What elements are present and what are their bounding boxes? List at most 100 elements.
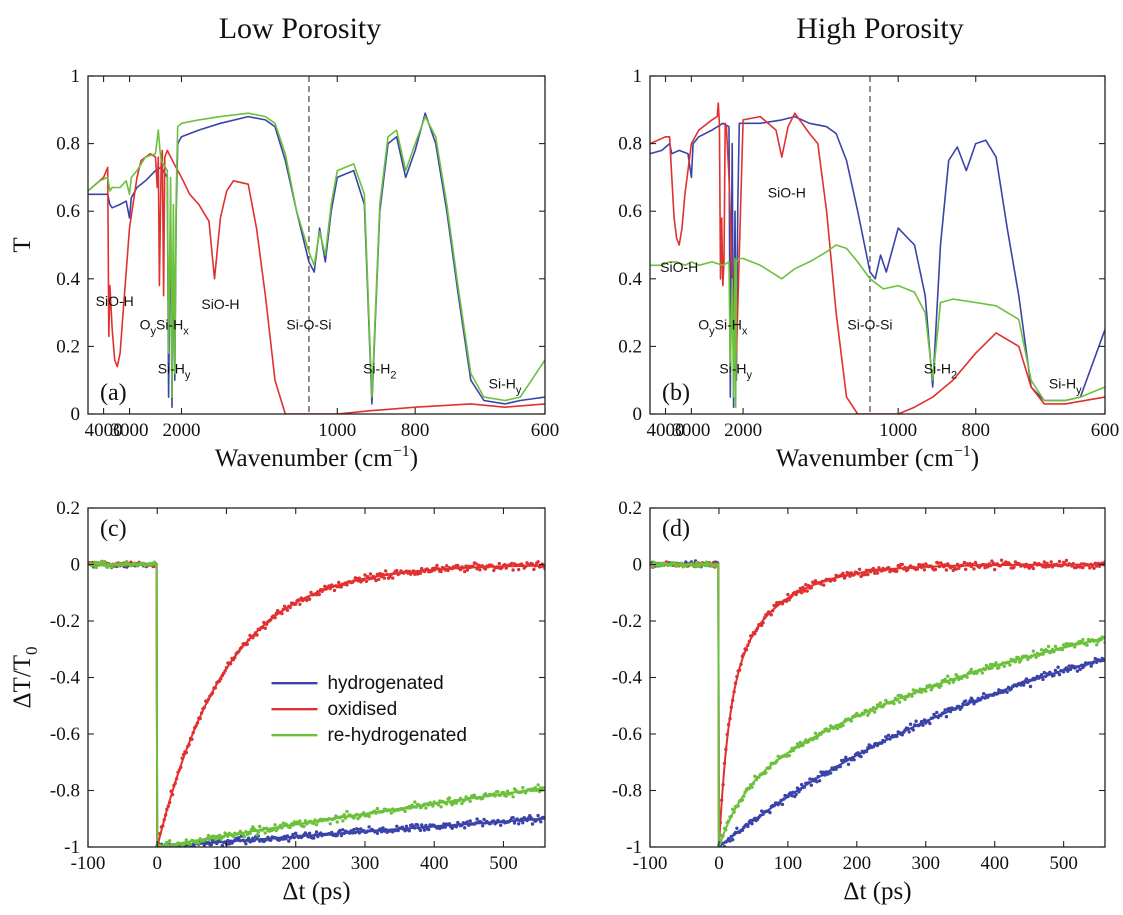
data-point [795, 742, 800, 746]
data-point [94, 565, 99, 570]
x-tick-label: 600 [531, 420, 560, 441]
y-tick-label: 0.2 [56, 336, 80, 357]
header-left: Low Porosity [219, 12, 382, 45]
band-annotation: Si-O-Si [286, 317, 331, 333]
panel-label: (d) [662, 516, 690, 542]
data-point [871, 566, 876, 571]
data-point [307, 831, 312, 835]
data-point [964, 567, 968, 571]
y-tick-label: -0.4 [50, 668, 81, 689]
data-point [352, 827, 356, 832]
data-point [1078, 565, 1082, 569]
y-tick-label: 0 [71, 404, 81, 425]
x-tick-label: 1000 [318, 420, 356, 441]
data-point [463, 569, 467, 574]
data-point [482, 817, 486, 822]
data-point [418, 571, 423, 575]
data-point [1088, 566, 1092, 570]
data-point [367, 814, 371, 819]
data-point [1064, 558, 1069, 563]
data-point [206, 833, 211, 838]
data-point [435, 563, 439, 568]
x-tick-label: 300 [912, 853, 941, 874]
data-point [497, 561, 501, 566]
data-point [911, 728, 915, 732]
data-point [857, 567, 862, 571]
data-point [835, 726, 840, 731]
series-fit-hydrogenated [650, 563, 1105, 847]
data-point [413, 800, 417, 804]
x-tick-label: -100 [71, 853, 106, 874]
data-point [815, 736, 819, 740]
data-point [197, 841, 201, 845]
data-point [929, 688, 933, 692]
axes-frame [87, 75, 546, 415]
legend: hydrogenated oxidised re-hydrogenated [271, 673, 467, 746]
data-point [1031, 566, 1036, 571]
data-point [822, 583, 826, 587]
data-point [475, 817, 479, 821]
data-point [381, 826, 385, 830]
data-point [468, 799, 472, 803]
series-line-hydrogenated [650, 115, 1105, 409]
x-tick-label: 800 [961, 420, 990, 441]
data-point [704, 560, 709, 564]
x-tick-label: 4000 [647, 420, 685, 441]
band-annotation: OySi-Hx [140, 317, 190, 338]
data-point [395, 824, 399, 828]
y-tick-label: 0 [71, 555, 81, 576]
data-point [1031, 649, 1036, 653]
data-point [886, 733, 891, 737]
data-point [314, 823, 319, 827]
data-point [1089, 664, 1093, 668]
data-point [878, 701, 882, 705]
data-point [227, 842, 231, 846]
band-annotation: Si-H2 [363, 360, 396, 381]
data-point [377, 577, 381, 581]
data-point [1092, 566, 1096, 570]
series-line-oxidised [650, 102, 1105, 414]
data-point [947, 706, 951, 711]
data-point [695, 560, 699, 565]
data-point [1057, 559, 1062, 564]
data-point [841, 571, 845, 576]
data-point [102, 560, 107, 564]
band-annotation: SiO-H [201, 296, 239, 312]
data-point [910, 694, 914, 698]
panel-label: (a) [100, 380, 127, 406]
data-point [511, 816, 515, 820]
x-tick-label: 400 [420, 853, 449, 874]
data-point [427, 827, 431, 832]
data-point [735, 826, 739, 830]
data-point [418, 828, 423, 833]
x-tick-label: 800 [401, 420, 430, 441]
y-tick-label: 0.8 [56, 134, 80, 155]
y-tick-label: -1 [626, 837, 642, 858]
data-point [407, 829, 411, 833]
data-point [846, 762, 851, 766]
data-point [298, 602, 302, 606]
data-point [367, 825, 371, 829]
data-point [1002, 664, 1006, 669]
plot-area [650, 76, 1105, 414]
legend-entry: hydrogenated [327, 673, 443, 694]
data-point [935, 710, 939, 715]
data-point [395, 568, 399, 573]
data-point [328, 822, 332, 826]
data-point [312, 836, 316, 840]
x-tick-label: 3000 [672, 420, 710, 441]
data-point [539, 820, 543, 824]
data-point [921, 723, 925, 727]
data-point [332, 588, 337, 593]
data-point [314, 830, 319, 834]
series-line-oxidised [88, 149, 545, 414]
band-annotation: Si-Hy [1049, 376, 1082, 397]
data-point [982, 692, 986, 696]
x-tick-label: 2000 [162, 420, 200, 441]
data-point [468, 819, 472, 823]
data-point [873, 710, 877, 714]
series-line-hydrogenated [88, 112, 545, 409]
data-point [521, 786, 525, 790]
x-tick-label: 3000 [111, 420, 149, 441]
series-fit-rehydrogenated [88, 563, 545, 847]
